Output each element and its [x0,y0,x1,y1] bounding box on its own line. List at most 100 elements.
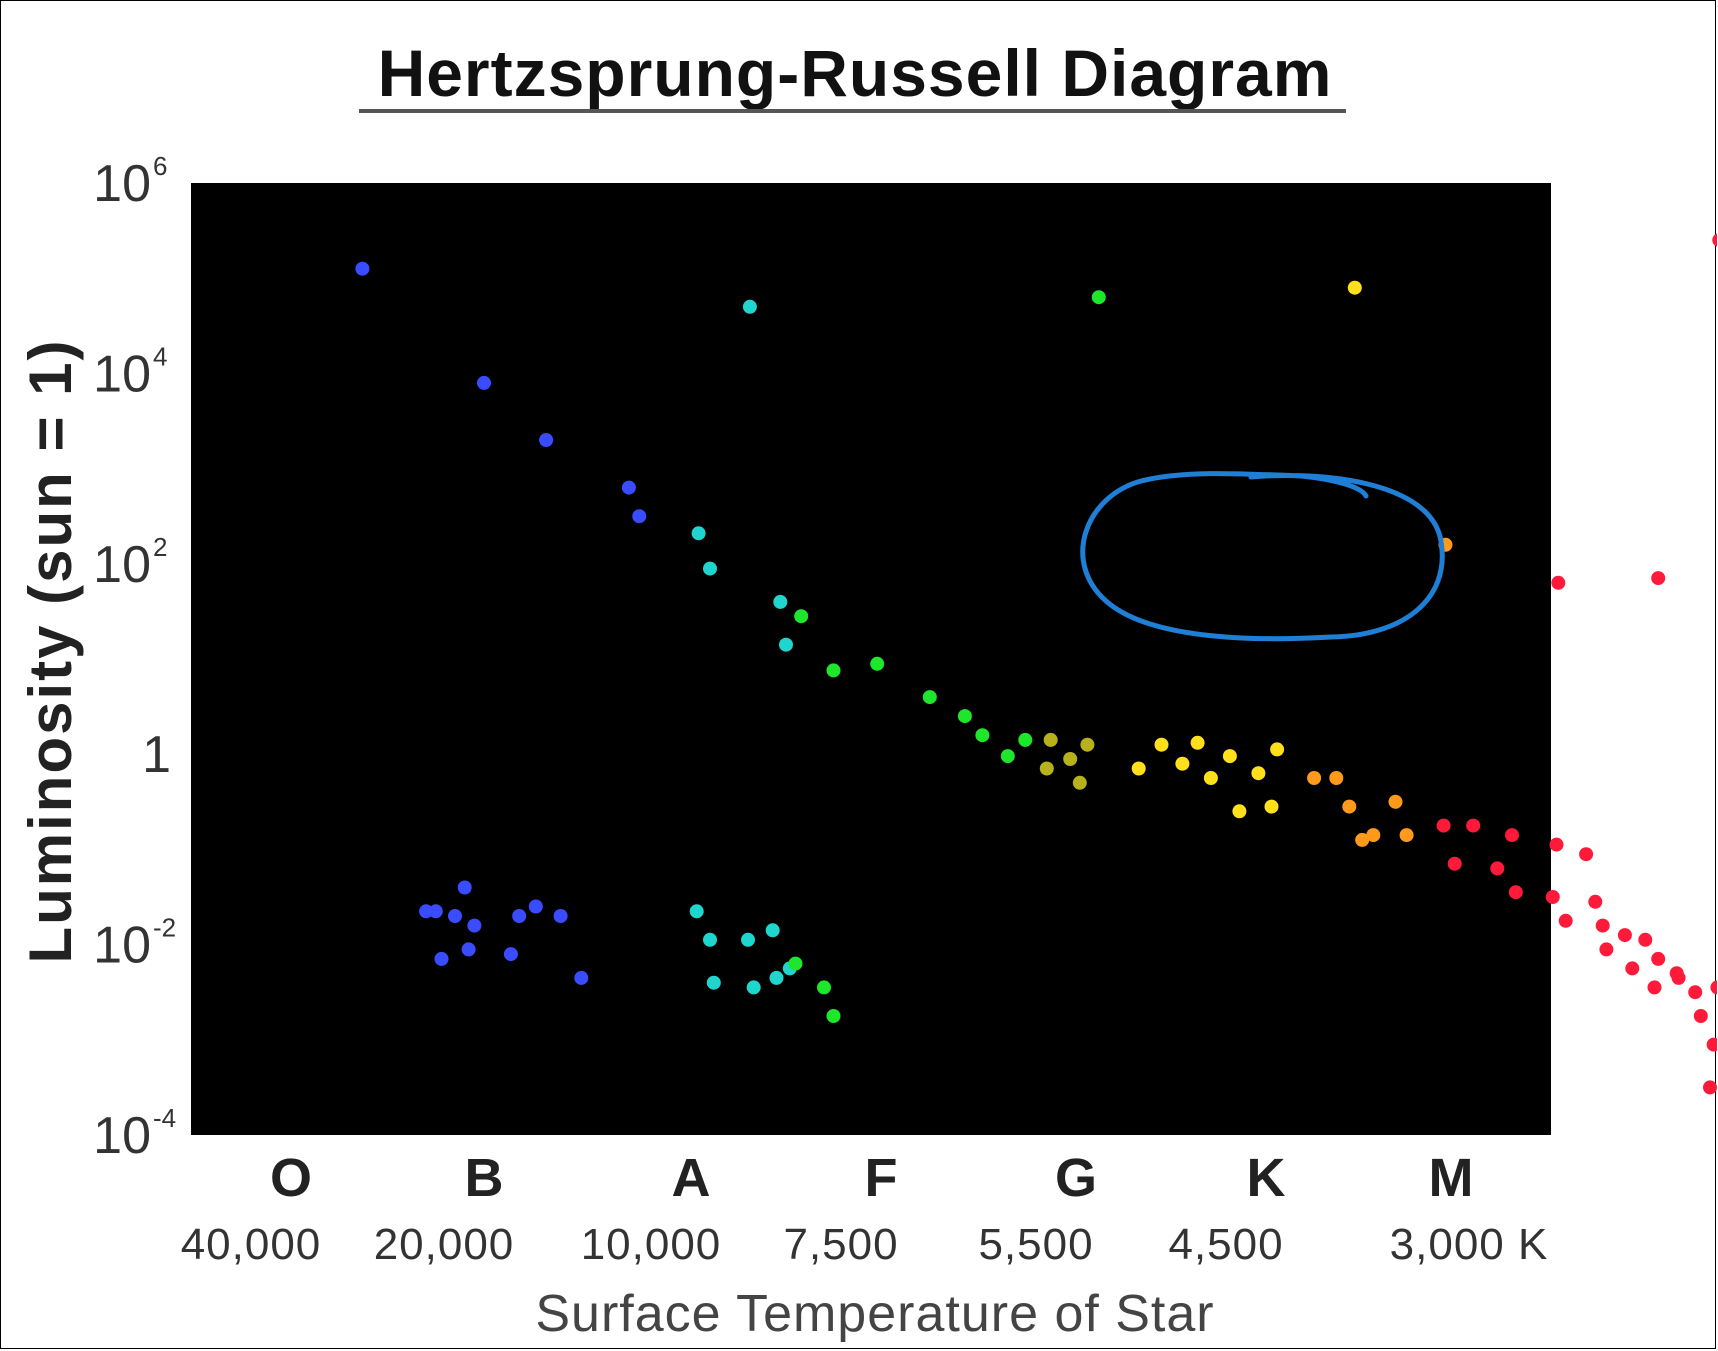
star-point [706,975,721,990]
temperature-labels: 40,000 20,000 10,000 7,500 5,500 4,500 3,000 K [181,1220,1549,1269]
star-point [1706,1037,1717,1052]
temperature-label: 10,000 [581,1220,722,1269]
star-point [817,980,831,995]
star-point [870,656,885,671]
star-point [769,970,784,985]
plot-area [191,183,1551,1135]
star-point [1043,732,1058,747]
y-tick-label: 10 [93,917,151,975]
y-tick-label: 10 [93,345,151,403]
star-point [1647,980,1662,995]
star-point [1251,766,1266,781]
star-point [1447,856,1462,871]
star-point [826,1009,841,1023]
y-tick-label: 10 [93,1107,151,1165]
star-point [1232,804,1247,819]
star-point [1355,832,1370,847]
star-point [512,909,527,923]
star-point [1063,752,1078,766]
star-point [1617,928,1632,943]
star-point [1388,794,1403,809]
star-point [1688,985,1703,1000]
star-point [528,899,543,914]
star-point [1222,749,1237,764]
star-point [1625,961,1640,976]
star-point [779,637,793,652]
star-point [1651,571,1666,586]
star-point [632,509,647,524]
star-point [1595,918,1610,933]
star-point [1018,732,1033,747]
star-point [1710,980,1717,995]
star-point [1703,1080,1717,1095]
spectral-class-label: K [1247,1148,1286,1208]
star-point [1671,970,1686,985]
y-tick-label: 1 [142,726,171,784]
star-point [1264,799,1279,814]
spectral-class-label: B [465,1148,504,1208]
star-point [1131,761,1146,776]
star-point [746,980,761,995]
star-point [1154,737,1169,752]
star-point [1072,775,1087,790]
giant-stars-circle [1080,471,1445,642]
star-point [1712,233,1717,247]
star-point [1000,749,1015,764]
y-tick-exponent: -4 [153,1103,176,1133]
spectral-class-label: A [672,1148,711,1208]
temperature-label: 3,000 K [1390,1220,1549,1269]
star-point [1329,771,1344,785]
star-point [1545,890,1560,904]
star-point [539,433,554,447]
star-point [703,561,717,576]
star-point [1039,761,1054,776]
star-point [1399,828,1414,843]
star-point [1490,861,1505,876]
star-point [1342,799,1357,814]
spectral-class-label: O [270,1148,312,1208]
y-tick-exponent: -2 [153,913,176,943]
star-point [1091,290,1106,305]
star-point [1347,280,1362,295]
star-point [621,480,636,495]
star-point [1599,942,1614,957]
star-point [1638,932,1653,947]
star-point [461,942,476,957]
star-point [1588,894,1603,909]
star-point [741,932,755,947]
star-point [691,526,706,541]
star-point [1203,771,1218,785]
y-tick-exponent: 2 [153,532,167,562]
star-point [773,594,788,609]
star-point [1080,737,1095,752]
star-point [1307,771,1322,785]
chart-title: Hertzsprung-Russell Diagram [378,36,1333,110]
temperature-label: 20,000 [374,1220,515,1269]
x-axis-label: Surface Temperature of Star [535,1285,1214,1343]
star-point [957,709,972,724]
spectral-class-label: G [1055,1148,1097,1208]
star-point [1551,575,1566,590]
star-point [826,663,841,678]
star-point [922,690,937,705]
star-point [1175,756,1190,771]
temperature-label: 5,500 [978,1220,1093,1269]
star-point [1508,885,1523,900]
y-axis-label: Luminosity (sun = 1) [17,338,84,963]
y-tick-label: 10 [93,155,151,213]
star-points [355,233,1717,1095]
star-point [788,956,803,971]
temperature-label: 40,000 [181,1220,322,1269]
temperature-label: 7,500 [783,1220,898,1269]
star-point [1466,818,1481,833]
star-point [448,909,462,923]
star-point [1366,828,1381,843]
star-point [1558,913,1573,928]
spectral-class-label: F [865,1148,898,1208]
y-tick-exponent: 4 [153,341,167,371]
star-point [1549,837,1564,852]
star-point [419,904,434,919]
